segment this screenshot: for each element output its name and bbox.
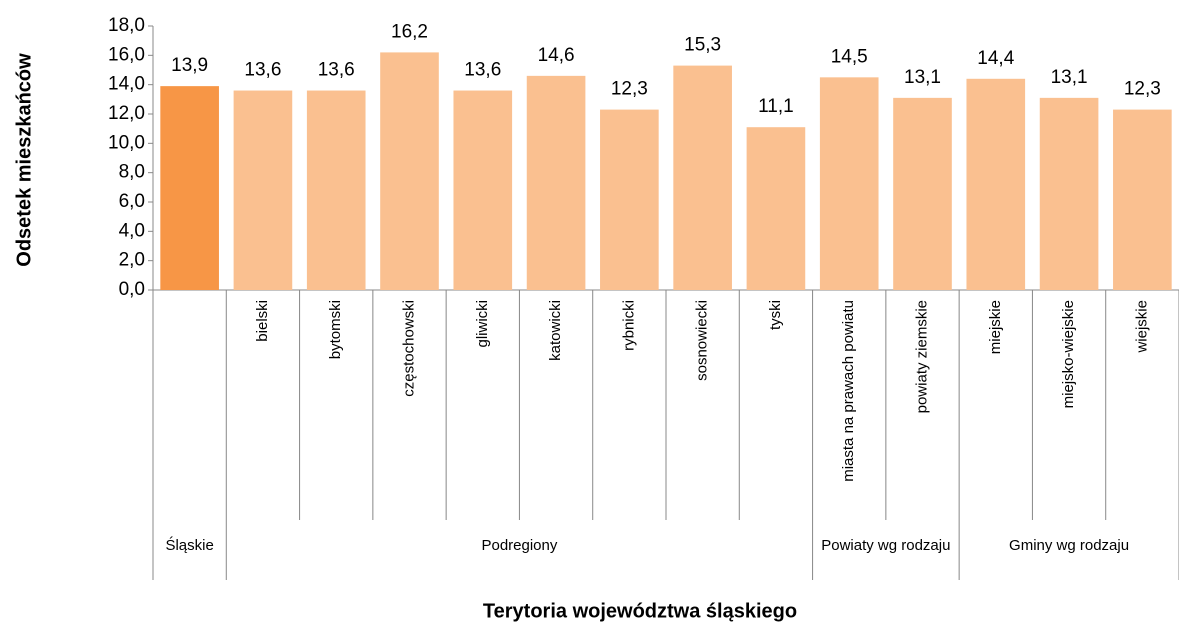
y-tick-label: 2,0 bbox=[119, 250, 145, 271]
x-tick-label: bytomski bbox=[327, 300, 344, 359]
bar bbox=[819, 77, 879, 290]
value-label: 14,5 bbox=[831, 46, 868, 67]
y-axis-title: Odsetek mieszkańców bbox=[13, 53, 35, 267]
bar bbox=[966, 78, 1026, 290]
value-label: 12,3 bbox=[1124, 79, 1161, 100]
x-tick-label: miejsko-wiejskie bbox=[1060, 300, 1077, 408]
bar bbox=[600, 109, 659, 290]
bar bbox=[160, 86, 219, 290]
bar bbox=[1113, 109, 1172, 290]
x-tick-label: bielski bbox=[254, 300, 271, 342]
x-tick-label: tyski bbox=[767, 300, 784, 330]
y-tick-label: 14,0 bbox=[108, 74, 145, 95]
x-tick-label: katowicki bbox=[547, 300, 564, 361]
bar bbox=[893, 97, 952, 290]
x-tick-label: częstochowski bbox=[400, 300, 417, 397]
bar bbox=[746, 127, 806, 290]
value-label: 13,6 bbox=[244, 60, 281, 81]
value-label: 16,2 bbox=[391, 21, 428, 42]
value-label: 13,9 bbox=[171, 55, 208, 76]
bar bbox=[673, 65, 732, 290]
bar bbox=[306, 90, 366, 291]
bar bbox=[233, 90, 293, 291]
y-tick-label: 12,0 bbox=[108, 103, 145, 124]
x-tick-label: rybnicki bbox=[620, 300, 637, 351]
group-label: Śląskie bbox=[165, 537, 214, 554]
y-tick-label: 18,0 bbox=[108, 15, 145, 36]
bar bbox=[453, 90, 513, 291]
bar bbox=[526, 75, 586, 290]
value-label: 11,1 bbox=[758, 96, 794, 117]
group-label: Podregiony bbox=[481, 537, 558, 554]
x-tick-label: gliwicki bbox=[474, 300, 491, 348]
group-label: Gminy wg rodzaju bbox=[1009, 537, 1130, 554]
bar bbox=[380, 52, 439, 291]
y-tick-label: 6,0 bbox=[119, 191, 145, 212]
value-label: 14,4 bbox=[977, 48, 1014, 69]
value-label: 13,6 bbox=[464, 60, 501, 81]
y-tick-label: 10,0 bbox=[108, 132, 145, 153]
value-label: 13,6 bbox=[318, 60, 355, 81]
x-axis-title: Terytoria województwa śląskiego bbox=[483, 600, 797, 622]
y-tick-label: 8,0 bbox=[119, 162, 145, 183]
value-label: 14,6 bbox=[538, 45, 575, 66]
value-label: 13,1 bbox=[904, 67, 941, 88]
y-tick-label: 16,0 bbox=[108, 44, 145, 65]
y-tick-label: 0,0 bbox=[119, 279, 145, 300]
x-tick-label: miasta na prawach powiatu bbox=[840, 300, 857, 482]
value-label: 13,1 bbox=[1051, 67, 1088, 88]
x-tick-label: wiejskie bbox=[1133, 300, 1150, 354]
value-label: 12,3 bbox=[611, 79, 648, 100]
x-tick-label: sosnowiecki bbox=[694, 300, 711, 381]
x-tick-label: miejskie bbox=[987, 300, 1004, 354]
bar bbox=[1039, 97, 1099, 290]
y-tick-label: 4,0 bbox=[119, 220, 145, 241]
value-label: 15,3 bbox=[684, 35, 721, 56]
group-label: Powiaty wg rodzaju bbox=[821, 537, 951, 554]
x-tick-label: powiaty ziemskie bbox=[913, 300, 930, 413]
